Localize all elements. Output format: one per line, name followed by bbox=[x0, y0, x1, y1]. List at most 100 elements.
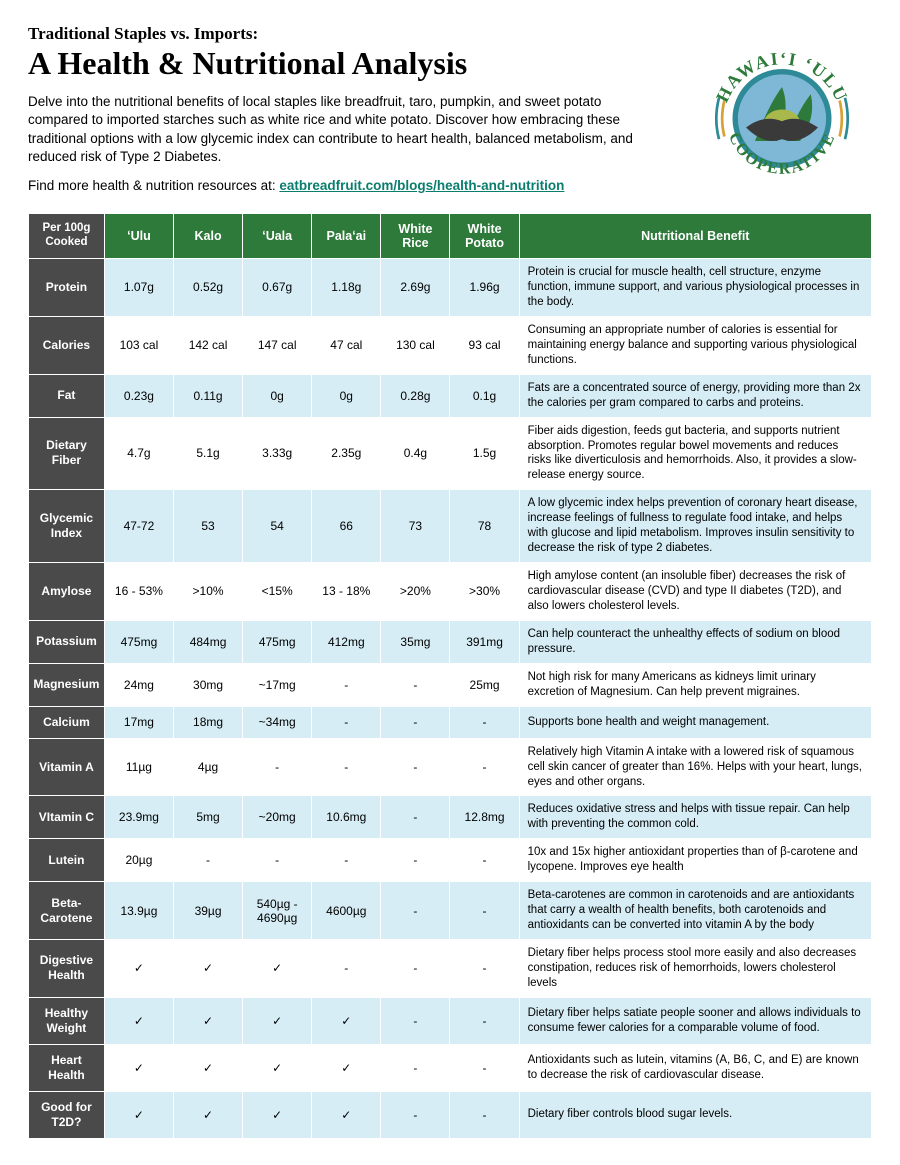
data-cell: 93 cal bbox=[450, 316, 519, 374]
table-row: Heart Health✓✓✓✓--Antioxidants such as l… bbox=[29, 1044, 872, 1091]
data-cell: 66 bbox=[312, 490, 381, 563]
col-header: Nutritional Benefit bbox=[519, 214, 871, 259]
table-row: Magnesium24mg30mg~17mg--25mgNot high ris… bbox=[29, 663, 872, 706]
data-cell: 0g bbox=[243, 374, 312, 417]
data-cell: 20µg bbox=[104, 839, 173, 882]
benefit-cell: Beta-carotenes are common in carotenoids… bbox=[519, 882, 871, 940]
brand-logo: HAWAIʻI ʻULU COOPERATIVE bbox=[692, 24, 872, 204]
benefit-cell: Protein is crucial for muscle health, ce… bbox=[519, 259, 871, 317]
data-cell: 10.6mg bbox=[312, 796, 381, 839]
benefit-cell: A low glycemic index helps prevention of… bbox=[519, 490, 871, 563]
data-cell: 1.96g bbox=[450, 259, 519, 317]
data-cell: 30mg bbox=[173, 663, 242, 706]
data-cell: >30% bbox=[450, 563, 519, 621]
data-cell: 1.18g bbox=[312, 259, 381, 317]
row-label: Magnesium bbox=[29, 663, 105, 706]
data-cell: 0.11g bbox=[173, 374, 242, 417]
table-row: Potassium475mg484mg475mg412mg35mg391mgCa… bbox=[29, 620, 872, 663]
data-cell: - bbox=[381, 997, 450, 1044]
row-label: Protein bbox=[29, 259, 105, 317]
data-cell: - bbox=[381, 882, 450, 940]
benefit-cell: Reduces oxidative stress and helps with … bbox=[519, 796, 871, 839]
table-row: Calories103 cal142 cal147 cal47 cal130 c… bbox=[29, 316, 872, 374]
table-row: VItamin C23.9mg5mg~20mg10.6mg-12.8mgRedu… bbox=[29, 796, 872, 839]
benefit-cell: Can help counteract the unhealthy effect… bbox=[519, 620, 871, 663]
data-cell: 4µg bbox=[173, 738, 242, 796]
data-cell: 25mg bbox=[450, 663, 519, 706]
nutrition-table: Per 100g Cooked ʻUlu Kalo ʻUala Palaʻai … bbox=[28, 213, 872, 1139]
data-cell: 4.7g bbox=[104, 417, 173, 490]
data-cell: - bbox=[450, 940, 519, 998]
header-text: Traditional Staples vs. Imports: A Healt… bbox=[28, 24, 672, 205]
table-row: Lutein20µg-----10x and 15x higher antiox… bbox=[29, 839, 872, 882]
data-cell: 0.28g bbox=[381, 374, 450, 417]
data-cell: 12.8mg bbox=[450, 796, 519, 839]
data-cell: 73 bbox=[381, 490, 450, 563]
row-label: Vitamin A bbox=[29, 738, 105, 796]
data-cell: 3.33g bbox=[243, 417, 312, 490]
data-cell: ✓ bbox=[243, 940, 312, 998]
intro-paragraph: Delve into the nutritional benefits of l… bbox=[28, 93, 648, 166]
eyebrow-text: Traditional Staples vs. Imports: bbox=[28, 24, 672, 44]
benefit-cell: Antioxidants such as lutein, vitamins (A… bbox=[519, 1044, 871, 1091]
data-cell: - bbox=[381, 1044, 450, 1091]
data-cell: - bbox=[381, 738, 450, 796]
data-cell: - bbox=[381, 663, 450, 706]
data-cell: 54 bbox=[243, 490, 312, 563]
data-cell: ✓ bbox=[312, 1044, 381, 1091]
table-header: Per 100g Cooked ʻUlu Kalo ʻUala Palaʻai … bbox=[29, 214, 872, 259]
data-cell: ✓ bbox=[243, 997, 312, 1044]
data-cell: - bbox=[381, 1091, 450, 1138]
benefit-cell: Fiber aids digestion, feeds gut bacteria… bbox=[519, 417, 871, 490]
benefit-cell: Dietary fiber helps process stool more e… bbox=[519, 940, 871, 998]
data-cell: ✓ bbox=[104, 1091, 173, 1138]
benefit-cell: Supports bone health and weight manageme… bbox=[519, 706, 871, 738]
data-cell: 0.23g bbox=[104, 374, 173, 417]
link-prefix: Find more health & nutrition resources a… bbox=[28, 178, 279, 193]
data-cell: 2.69g bbox=[381, 259, 450, 317]
data-cell: - bbox=[381, 706, 450, 738]
col-header: Palaʻai bbox=[312, 214, 381, 259]
data-cell: 18mg bbox=[173, 706, 242, 738]
data-cell: - bbox=[312, 663, 381, 706]
data-cell: - bbox=[243, 839, 312, 882]
data-cell: 47-72 bbox=[104, 490, 173, 563]
col-header: White Rice bbox=[381, 214, 450, 259]
data-cell: 4600µg bbox=[312, 882, 381, 940]
data-cell: 0.1g bbox=[450, 374, 519, 417]
data-cell: ✓ bbox=[173, 997, 242, 1044]
benefit-cell: Dietary fiber controls blood sugar level… bbox=[519, 1091, 871, 1138]
data-cell: 103 cal bbox=[104, 316, 173, 374]
table-row: Glycemic Index47-725354667378A low glyce… bbox=[29, 490, 872, 563]
row-label: VItamin C bbox=[29, 796, 105, 839]
data-cell: ✓ bbox=[243, 1044, 312, 1091]
data-cell: 0g bbox=[312, 374, 381, 417]
row-label: Calories bbox=[29, 316, 105, 374]
data-cell: ✓ bbox=[104, 997, 173, 1044]
resource-link[interactable]: eatbreadfruit.com/blogs/health-and-nutri… bbox=[279, 178, 564, 193]
data-cell: ✓ bbox=[104, 940, 173, 998]
data-cell: 412mg bbox=[312, 620, 381, 663]
benefit-cell: Consuming an appropriate number of calor… bbox=[519, 316, 871, 374]
data-cell: - bbox=[381, 839, 450, 882]
row-label: Digestive Health bbox=[29, 940, 105, 998]
row-label: Good for T2D? bbox=[29, 1091, 105, 1138]
data-cell: 24mg bbox=[104, 663, 173, 706]
table-row: Dietary Fiber4.7g5.1g3.33g2.35g0.4g1.5gF… bbox=[29, 417, 872, 490]
table-row: Fat0.23g0.11g0g0g0.28g0.1gFats are a con… bbox=[29, 374, 872, 417]
row-label: Fat bbox=[29, 374, 105, 417]
data-cell: >10% bbox=[173, 563, 242, 621]
data-cell: - bbox=[243, 738, 312, 796]
data-cell: 540µg - 4690µg bbox=[243, 882, 312, 940]
data-cell: 0.67g bbox=[243, 259, 312, 317]
col-header: ʻUala bbox=[243, 214, 312, 259]
table-body: Protein1.07g0.52g0.67g1.18g2.69g1.96gPro… bbox=[29, 259, 872, 1139]
data-cell: - bbox=[450, 1044, 519, 1091]
data-cell: 484mg bbox=[173, 620, 242, 663]
data-cell: 5mg bbox=[173, 796, 242, 839]
data-cell: - bbox=[450, 1091, 519, 1138]
data-cell: 17mg bbox=[104, 706, 173, 738]
data-cell: 11µg bbox=[104, 738, 173, 796]
benefit-cell: Relatively high Vitamin A intake with a … bbox=[519, 738, 871, 796]
col-header: ʻUlu bbox=[104, 214, 173, 259]
